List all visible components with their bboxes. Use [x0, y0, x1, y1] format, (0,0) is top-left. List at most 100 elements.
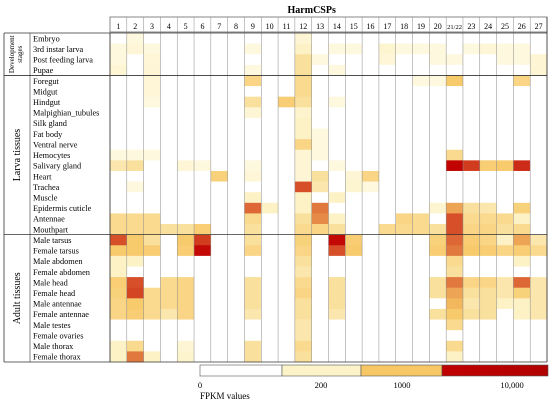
heatmap-cell [429, 224, 447, 235]
heatmap-cell [496, 43, 514, 55]
heatmap-cell [462, 298, 481, 310]
heatmap-cell [194, 54, 212, 66]
heatmap-cell [446, 128, 464, 140]
heatmap-cell [462, 224, 481, 235]
heatmap-cell [244, 64, 262, 76]
heatmap-cell [160, 33, 178, 44]
heatmap-cell [345, 287, 363, 299]
heatmap-cell [446, 308, 464, 320]
heatmap-cell [496, 287, 514, 299]
heatmap-cell [395, 33, 413, 44]
heatmap-cell [126, 202, 144, 214]
heatmap-cell [378, 308, 397, 320]
heatmap-cell [362, 234, 380, 246]
heatmap-cell [328, 351, 346, 363]
heatmap-cell [496, 160, 514, 172]
heatmap-cell [378, 181, 397, 193]
heatmap-cell [479, 192, 497, 204]
heatmap-cell [110, 287, 128, 299]
heatmap-cell [328, 96, 346, 108]
heatmap-cell [261, 330, 279, 342]
heatmap-cell [479, 224, 497, 235]
heatmap-cell [143, 224, 161, 235]
heatmap-cell [194, 245, 212, 257]
heatmap-cell [110, 160, 128, 172]
heatmap-cell [177, 277, 195, 289]
heatmap-cell [294, 351, 312, 363]
heatmap-cell [328, 86, 346, 97]
heatmap-cell [294, 128, 312, 140]
heatmap-cell [395, 160, 413, 172]
heatmap-cell [513, 266, 531, 278]
heatmap-cell [479, 149, 497, 161]
heatmap-cell [160, 64, 178, 76]
heatmap-cell [513, 224, 531, 235]
heatmap-cell [446, 351, 464, 363]
heatmap-cell [345, 224, 363, 235]
heatmap-cell [227, 117, 245, 129]
heatmap-cell [513, 298, 531, 310]
heatmap-cell [294, 117, 312, 129]
heatmap-cell [513, 75, 531, 87]
heatmap-cell [261, 234, 279, 246]
heatmap-cell [412, 43, 430, 55]
heatmap-cell [160, 255, 178, 267]
heatmap-cell [429, 139, 447, 151]
heatmap-cell [513, 170, 531, 182]
heatmap-cell [294, 202, 312, 214]
heatmap-cell [143, 287, 161, 299]
heatmap-cell [345, 86, 363, 97]
heatmap-cell [160, 202, 178, 214]
legend-tick-label: 0 [198, 380, 202, 390]
heatmap-cell [395, 287, 413, 299]
heatmap-cell [345, 128, 363, 140]
heatmap-cell [227, 160, 245, 172]
heatmap-cell [362, 202, 380, 214]
heatmap-cell [462, 234, 481, 246]
heatmap-cell [194, 340, 212, 352]
heatmap-cell [395, 139, 413, 151]
heatmap-cell [513, 181, 531, 193]
heatmap-cell [395, 202, 413, 214]
heatmap-cell [177, 255, 195, 267]
heatmap-cell [160, 192, 178, 204]
heatmap-cell [328, 181, 346, 193]
heatmap-cell [530, 139, 548, 151]
heatmap-cell [210, 234, 228, 246]
heatmap-cell [177, 245, 195, 257]
heatmap-cell [244, 86, 262, 97]
heatmap-cell [278, 351, 296, 363]
heatmap-cell [479, 319, 497, 331]
heatmap-cell [345, 54, 363, 66]
heatmap-cell [378, 107, 397, 119]
heatmap-cell [328, 234, 346, 246]
heatmap-cell [429, 160, 447, 172]
heatmap-cell [345, 202, 363, 214]
heatmap-cell [311, 54, 329, 66]
row-label: Female antennae [33, 310, 89, 319]
heatmap-cell [496, 245, 514, 257]
heatmap-cell [412, 86, 430, 97]
heatmap-cell [210, 202, 228, 214]
column-label: 23 [467, 22, 475, 31]
heatmap-cell [412, 224, 430, 235]
heatmap-cell [479, 54, 497, 66]
heatmap-cell [429, 277, 447, 289]
heatmap-cell [110, 213, 128, 225]
heatmap-cell [261, 43, 279, 55]
heatmap-cell [496, 298, 514, 310]
heatmap-cell [110, 202, 128, 214]
heatmap-cell [177, 224, 195, 235]
heatmap-cell [395, 213, 413, 225]
heatmap-cell [210, 128, 228, 140]
heatmap-cell [110, 266, 128, 278]
heatmap-cell [530, 287, 548, 299]
heatmap-cell [378, 234, 397, 246]
heatmap-cell [412, 139, 430, 151]
heatmap-cell [412, 33, 430, 44]
heatmap-cell [227, 96, 245, 108]
heatmap-cell [496, 117, 514, 129]
heatmap-cell [446, 298, 464, 310]
heatmap-cell [446, 170, 464, 182]
heatmap-cell [362, 181, 380, 193]
